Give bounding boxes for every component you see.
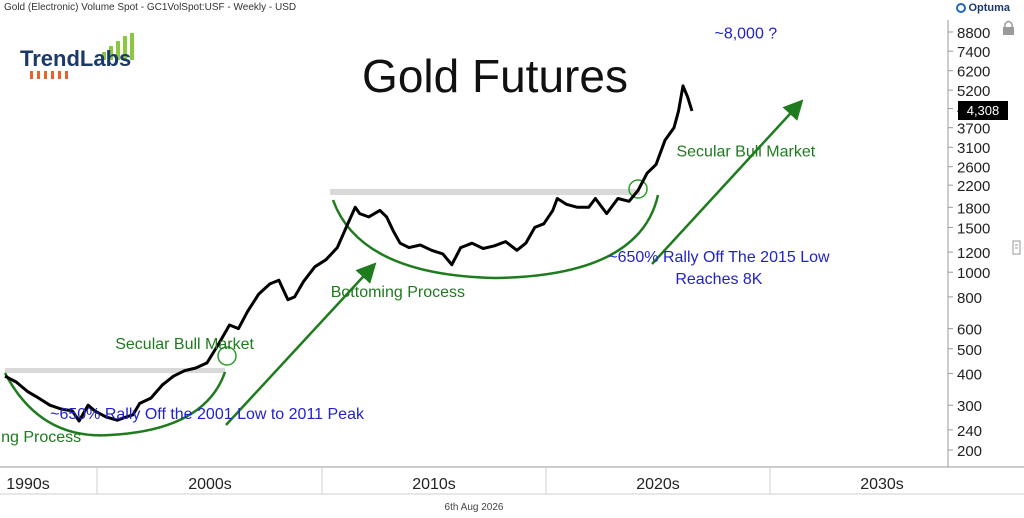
x-tick-label: 2020s bbox=[636, 476, 680, 493]
logo-underline-6 bbox=[65, 71, 68, 79]
bottoming-arc-2015 bbox=[331, 194, 660, 280]
optuma-brand-label: Optuma bbox=[968, 2, 1010, 14]
logo-bar-3 bbox=[116, 41, 120, 60]
bottoming-arc-2001 bbox=[3, 371, 227, 437]
instrument-title: Gold (Electronic) Volume Spot - GC1VolSp… bbox=[4, 2, 297, 13]
footer-date: 6th Aug 2026 bbox=[444, 502, 504, 513]
y-tick-label: 1800 bbox=[957, 200, 990, 217]
breakout-circle-2020 bbox=[628, 179, 648, 199]
y-tick-label: 500 bbox=[957, 342, 982, 359]
y-tick-label: 1200 bbox=[957, 245, 990, 262]
trendlabs-logo: TrendLabs bbox=[20, 33, 134, 79]
last-price-label: 4,308 bbox=[967, 103, 1000, 118]
logo-bar-2 bbox=[109, 46, 113, 60]
logo-bar-4 bbox=[123, 36, 127, 60]
annotation-label: Secular Bull Market bbox=[676, 144, 815, 161]
optuma-logo-icon bbox=[956, 3, 967, 13]
last-price-tag: 4,308 bbox=[958, 101, 1008, 120]
y-tick-label: 2600 bbox=[957, 160, 990, 177]
annotation-label: Reaches 8K bbox=[675, 271, 762, 288]
logo-underline-5 bbox=[58, 71, 61, 79]
optuma-brand: Optuma bbox=[956, 2, 1010, 14]
logo-underline-4 bbox=[51, 71, 54, 79]
y-tick-label: 5200 bbox=[957, 83, 990, 100]
y-tick-label: 800 bbox=[957, 290, 982, 307]
y-tick-label: 200 bbox=[957, 443, 982, 460]
x-axis: 1990s 2000s 2010s 2020s 2030s bbox=[6, 467, 904, 494]
x-tick-label: 1990s bbox=[6, 476, 50, 493]
last-price-tag-bg bbox=[958, 101, 1008, 120]
chart-title: Gold Futures bbox=[362, 50, 628, 102]
y-tick-label: 400 bbox=[957, 366, 982, 383]
y-tick-label: 1000 bbox=[957, 265, 990, 282]
logo-underline-3 bbox=[44, 71, 47, 79]
y-tick-label: 1500 bbox=[957, 220, 990, 237]
annotations: ~8,000 ? Secular Bull Market ~650% Rally O… bbox=[0, 25, 830, 446]
logo-bar-5 bbox=[130, 33, 134, 60]
logo-underline-1 bbox=[30, 71, 33, 79]
bull-arrow-2020s bbox=[651, 99, 804, 265]
annotation-label: Bottoming Process bbox=[0, 429, 81, 446]
y-tick-label: 3700 bbox=[957, 121, 990, 138]
y-tick-label: 8800 bbox=[957, 25, 990, 42]
x-tick-label: 2000s bbox=[188, 476, 232, 493]
resistance-band-2011 bbox=[330, 189, 640, 195]
logo-underline-2 bbox=[37, 71, 40, 79]
axis-scale-handle[interactable] bbox=[1012, 240, 1021, 255]
y-axis-ticks: 200 240 300 400 500 600 800 1000 1200 1500 1800 220… bbox=[948, 25, 990, 460]
breakout-circle-2002 bbox=[217, 346, 237, 366]
annotation-label: ~650% Rally Off the 2001 Low to 2011 Pea… bbox=[50, 406, 365, 423]
annotation-label: ~8,000 ? bbox=[714, 25, 777, 42]
y-tick-label: 2200 bbox=[957, 178, 990, 195]
bull-arrow-2000s bbox=[225, 262, 377, 426]
resistance-band-1996 bbox=[5, 368, 225, 373]
lock-icon[interactable] bbox=[1003, 20, 1014, 36]
y-tick-label: 240 bbox=[957, 423, 982, 440]
logo-text: TrendLabs bbox=[20, 46, 131, 71]
x-tick-label: 2010s bbox=[412, 476, 456, 493]
y-tick-label: 3100 bbox=[957, 140, 990, 157]
x-tick-label: 2030s bbox=[860, 476, 904, 493]
logo-bar-1 bbox=[102, 52, 106, 60]
y-tick-label: 6200 bbox=[957, 64, 990, 81]
annotation-label: Bottoming Process bbox=[331, 284, 465, 301]
annotation-label: ~650% Rally Off The 2015 Low bbox=[608, 249, 830, 266]
y-tick-label: 300 bbox=[957, 398, 982, 415]
annotation-label: Secular Bull Market bbox=[115, 336, 254, 353]
price-series-line bbox=[4, 84, 694, 423]
y-tick-label: 600 bbox=[957, 322, 982, 339]
y-tick-label: 7400 bbox=[957, 44, 990, 61]
